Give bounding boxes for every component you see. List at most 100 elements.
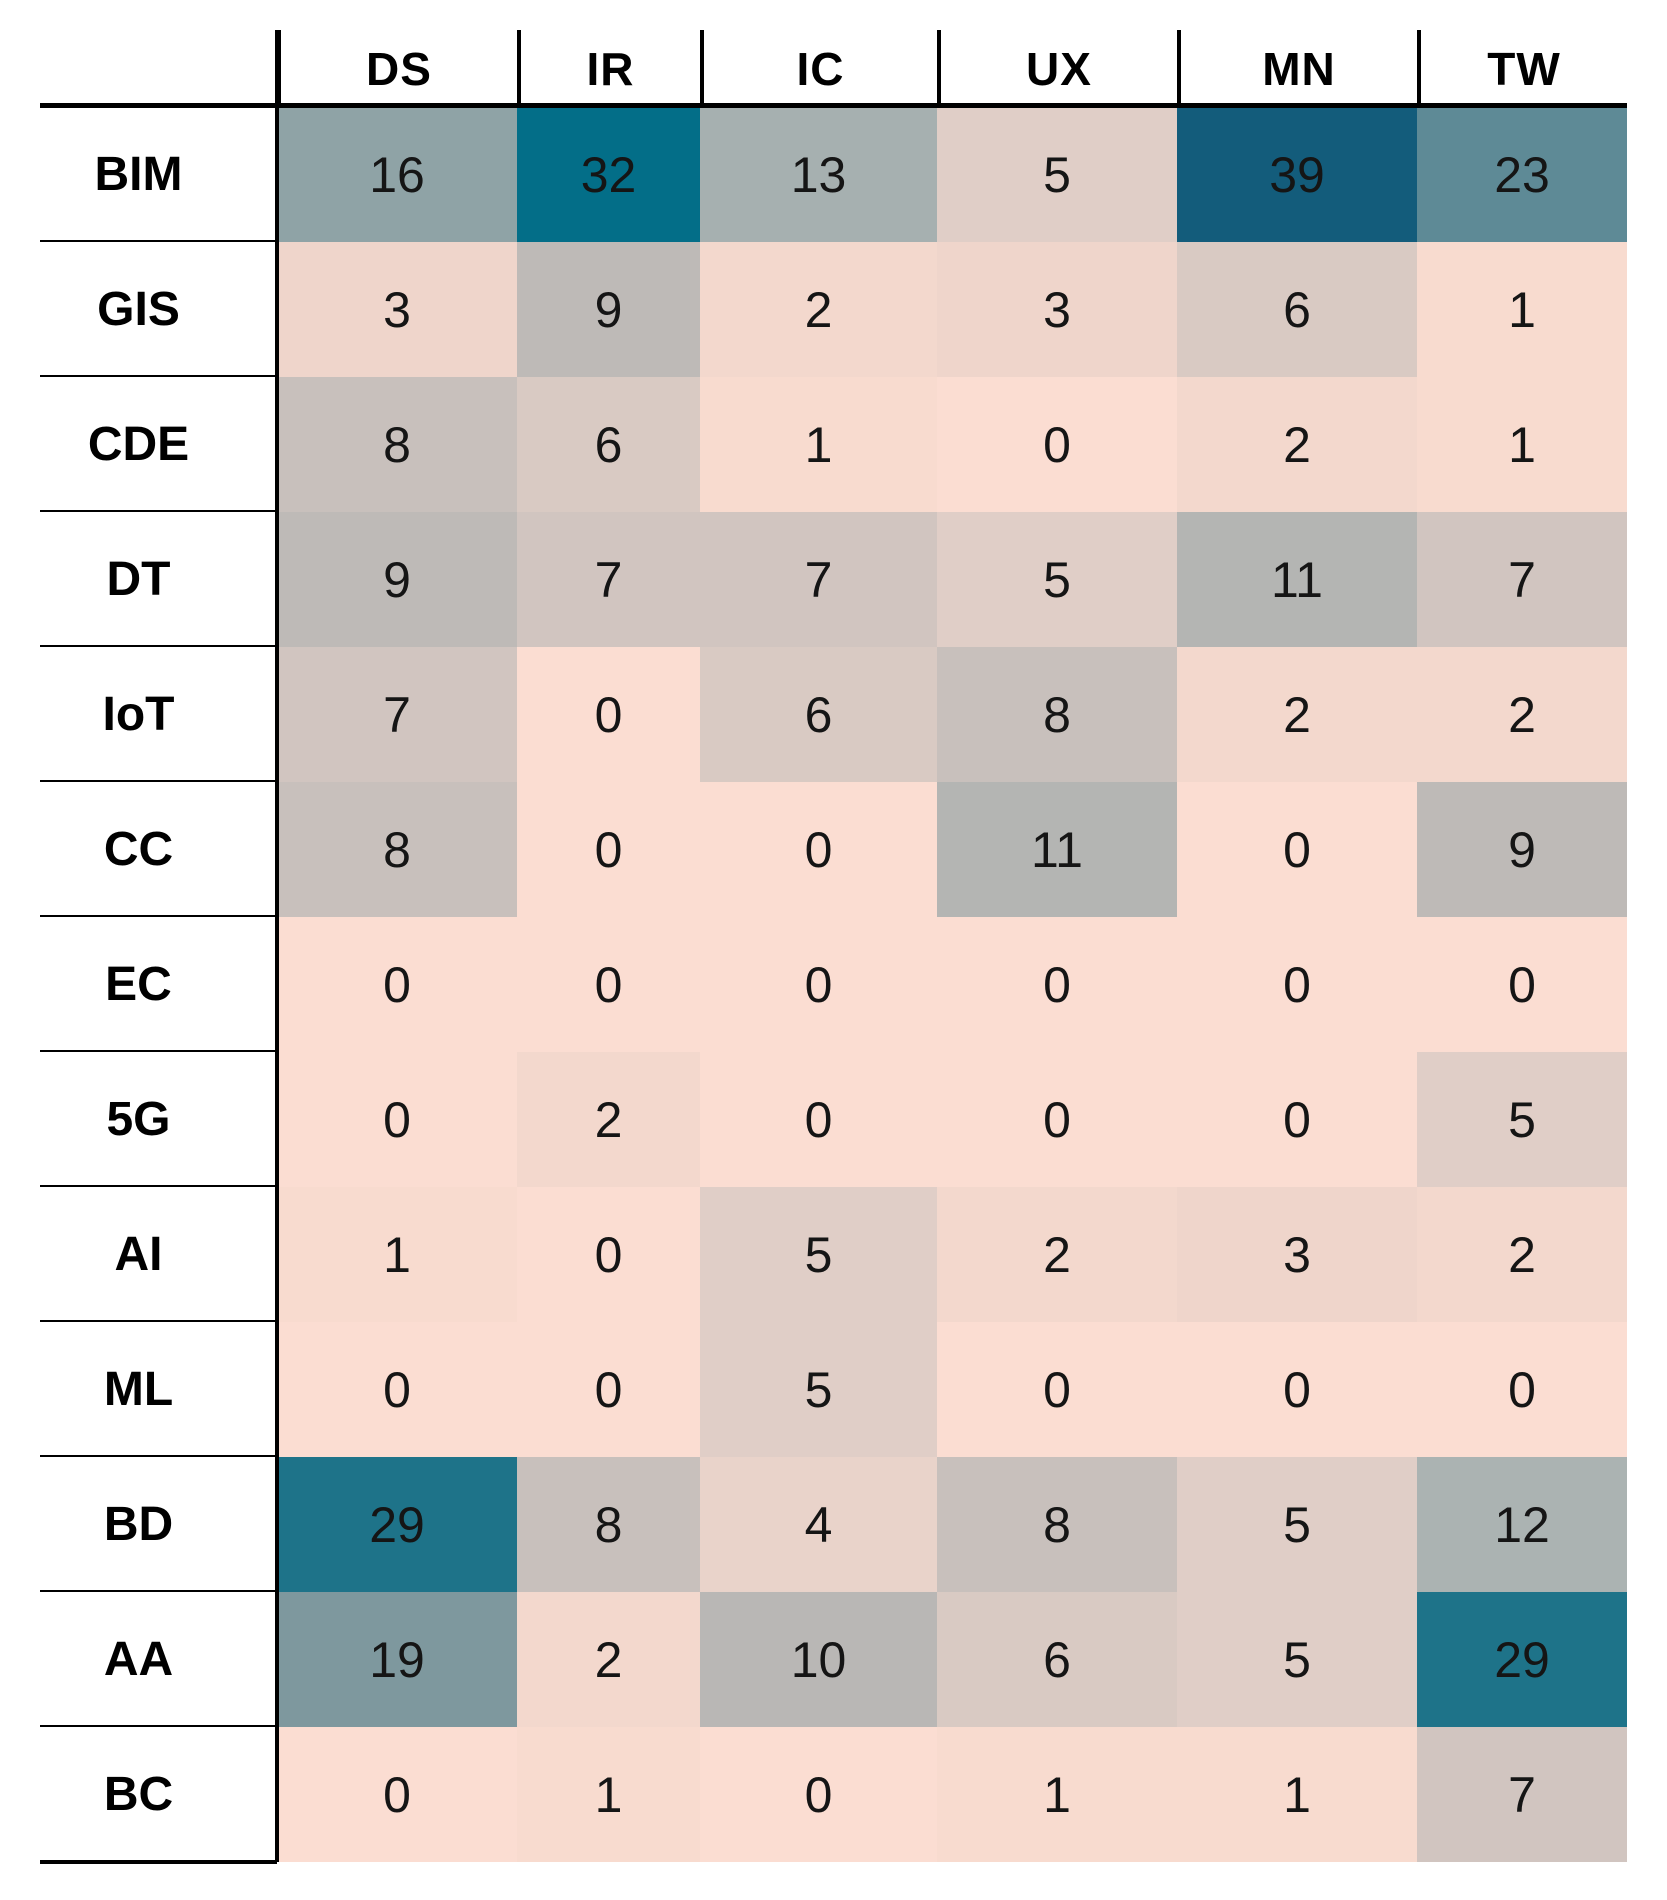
column-header-TW: TW (1417, 30, 1627, 107)
heatmap-cell-5G-MN: 0 (1177, 1052, 1417, 1187)
heatmap-cell-AI-DS: 1 (277, 1187, 517, 1322)
heatmap-cell-BD-IC: 4 (700, 1457, 937, 1592)
row-label-BD: BD (0, 1457, 277, 1594)
heatmap-cell-IoT-UX: 8 (937, 647, 1177, 782)
header-underline (40, 103, 1627, 108)
row-label-text: AA (103, 1633, 174, 1686)
heatmap-cell-CC-IC: 0 (700, 782, 937, 917)
heatmap-cell-BC-IR: 1 (517, 1727, 700, 1862)
row-label-EC: EC (0, 917, 277, 1054)
heatmap-cell-AI-IR: 0 (517, 1187, 700, 1322)
heatmap-cell-AA-UX: 6 (937, 1592, 1177, 1727)
heatmap-cell-AI-TW: 2 (1417, 1187, 1627, 1322)
heatmap-cell-CC-IR: 0 (517, 782, 700, 917)
row-label-text: CDE (87, 418, 190, 471)
column-header-UX: UX (937, 30, 1177, 107)
heatmap-cell-DT-MN: 11 (1177, 512, 1417, 647)
row-label-AA: AA (0, 1592, 277, 1729)
label-column-divider-line (275, 30, 279, 1862)
row-label-CC: CC (0, 782, 277, 919)
row-label-text: BD (103, 1498, 174, 1551)
heatmap-cell-EC-MN: 0 (1177, 917, 1417, 1052)
heatmap-cell-CDE-MN: 2 (1177, 377, 1417, 512)
heatmap-cell-GIS-IR: 9 (517, 242, 700, 377)
row-separator-line (40, 1860, 277, 1864)
heatmap-cell-5G-TW: 5 (1417, 1052, 1627, 1187)
heatmap-cell-DT-IR: 7 (517, 512, 700, 647)
row-label-GIS: GIS (0, 242, 277, 379)
heatmap-cell-ML-DS: 0 (277, 1322, 517, 1457)
heatmap-cell-BIM-TW: 23 (1417, 107, 1627, 242)
heatmap-cell-BD-IR: 8 (517, 1457, 700, 1592)
row-label-IoT: IoT (0, 647, 277, 784)
heatmap-cell-CDE-IC: 1 (700, 377, 937, 512)
heatmap-cell-IoT-IC: 6 (700, 647, 937, 782)
row-label-CDE: CDE (0, 377, 277, 514)
column-header-DS: DS (277, 30, 517, 107)
heatmap-cell-CDE-IR: 6 (517, 377, 700, 512)
heatmap-cell-GIS-UX: 3 (937, 242, 1177, 377)
heatmap-cell-AA-DS: 19 (277, 1592, 517, 1727)
heatmap-cell-CC-TW: 9 (1417, 782, 1627, 917)
heatmap-cell-AI-IC: 5 (700, 1187, 937, 1322)
column-header-IR: IR (517, 30, 700, 107)
row-label-BIM: BIM (0, 107, 277, 244)
heatmap-cell-ML-IR: 0 (517, 1322, 700, 1457)
row-label-ML: ML (0, 1322, 277, 1459)
heatmap-cell-5G-UX: 0 (937, 1052, 1177, 1187)
heatmap-cell-DT-DS: 9 (277, 512, 517, 647)
corner-cell (0, 30, 277, 107)
heatmap-cell-AA-MN: 5 (1177, 1592, 1417, 1727)
row-label-text: ML (103, 1363, 174, 1416)
heatmap-cell-EC-UX: 0 (937, 917, 1177, 1052)
heatmap-cell-GIS-MN: 6 (1177, 242, 1417, 377)
heatmap-cell-BIM-IR: 32 (517, 107, 700, 242)
heatmap-cell-5G-IC: 0 (700, 1052, 937, 1187)
heatmap-cell-IoT-MN: 2 (1177, 647, 1417, 782)
row-label-text: IoT (102, 688, 175, 741)
heatmap-cell-ML-IC: 5 (700, 1322, 937, 1457)
heatmap-cell-ML-UX: 0 (937, 1322, 1177, 1457)
heatmap-cell-CDE-TW: 1 (1417, 377, 1627, 512)
heatmap-cell-BD-UX: 8 (937, 1457, 1177, 1592)
heatmap-cell-DT-UX: 5 (937, 512, 1177, 647)
heatmap-grid: DS IR IC UX MN TW BIM 16 32 13 5 39 23 GIS 3 9 2 3 6 1 CDE 8 6… (0, 30, 1627, 1864)
heatmap-cell-ML-MN: 0 (1177, 1322, 1417, 1457)
heatmap-cell-BD-TW: 12 (1417, 1457, 1627, 1592)
row-label-text: EC (105, 958, 172, 1011)
column-header-IC: IC (700, 30, 937, 107)
row-label-text: DT (106, 553, 171, 606)
row-label-text: GIS (97, 283, 180, 336)
heatmap-cell-BIM-IC: 13 (700, 107, 937, 242)
heatmap-cell-EC-TW: 0 (1417, 917, 1627, 1052)
heatmap-cell-DT-IC: 7 (700, 512, 937, 647)
row-label-text: BIM (94, 148, 183, 201)
heatmap-cell-5G-DS: 0 (277, 1052, 517, 1187)
heatmap-cell-BC-IC: 0 (700, 1727, 937, 1862)
heatmap-cell-CC-DS: 8 (277, 782, 517, 917)
heatmap-cell-BC-UX: 1 (937, 1727, 1177, 1862)
row-label-DT: DT (0, 512, 277, 649)
heatmap-cell-AA-TW: 29 (1417, 1592, 1627, 1727)
row-label-BC: BC (0, 1727, 277, 1864)
row-label-text: AI (114, 1228, 163, 1281)
heatmap-cell-IoT-TW: 2 (1417, 647, 1627, 782)
heatmap-cell-ML-TW: 0 (1417, 1322, 1627, 1457)
heatmap-cell-EC-IC: 0 (700, 917, 937, 1052)
heatmap-cell-CDE-UX: 0 (937, 377, 1177, 512)
heatmap-cell-BD-DS: 29 (277, 1457, 517, 1592)
heatmap-cell-CC-MN: 0 (1177, 782, 1417, 917)
heatmap-cell-EC-IR: 0 (517, 917, 700, 1052)
heatmap-cell-AI-UX: 2 (937, 1187, 1177, 1322)
row-label-5G: 5G (0, 1052, 277, 1189)
heatmap-cell-BIM-DS: 16 (277, 107, 517, 242)
heatmap-cell-5G-IR: 2 (517, 1052, 700, 1187)
heatmap-cell-GIS-TW: 1 (1417, 242, 1627, 377)
row-label-text: BC (103, 1768, 174, 1821)
heatmap-cell-AI-MN: 3 (1177, 1187, 1417, 1322)
heatmap-cell-BIM-UX: 5 (937, 107, 1177, 242)
heatmap-cell-BIM-MN: 39 (1177, 107, 1417, 242)
heatmap-cell-CDE-DS: 8 (277, 377, 517, 512)
heatmap-cell-IoT-IR: 0 (517, 647, 700, 782)
